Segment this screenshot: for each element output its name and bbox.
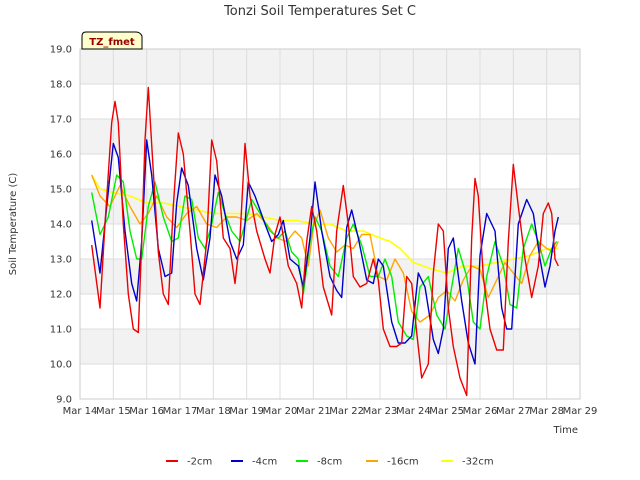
y-tick-label: 15.0 [50, 185, 72, 196]
y-tick-label: 14.0 [50, 220, 72, 231]
y-tick-labels: 9.0 10.0 11.0 12.0 13.0 14.0 15.0 16.0 17.0 18.0 1… [50, 45, 72, 406]
x-tick-label: Mar 28 [529, 406, 564, 417]
x-tick-label: Mar 29 [563, 406, 598, 417]
y-tick-label: 17.0 [50, 115, 72, 126]
plot-bands [80, 49, 580, 364]
x-tick-label: Mar 27 [496, 406, 531, 417]
site-badge: TZ_fmet [81, 31, 143, 50]
x-tick-label: Mar 25 [429, 406, 464, 417]
series-line-neg32cm [91, 174, 559, 274]
x-axis-title: Time [553, 425, 578, 436]
legend: -2cm -4cm -8cm -16cm -32cm [166, 457, 494, 468]
series-line-neg16cm [91, 174, 559, 323]
x-tick-label: Mar 17 [163, 406, 198, 417]
x-tick-label: Mar 14 [63, 406, 98, 417]
y-tick-label: 11.0 [50, 325, 72, 336]
chart-title: Tonzi Soil Temperatures Set C [223, 4, 416, 19]
site-badge-label: TZ_fmet [89, 37, 135, 48]
plot-frame [79, 48, 581, 400]
y-tick-label: 12.0 [50, 290, 72, 301]
y-tick-label: 18.0 [50, 80, 72, 91]
site-badge-box [81, 31, 143, 50]
y-tick-label: 10.0 [50, 360, 72, 371]
legend-label: -32cm [462, 457, 494, 468]
plot-band [80, 329, 580, 364]
x-tick-label: Mar 21 [296, 406, 331, 417]
x-tick-label: Mar 22 [329, 406, 364, 417]
plot-band [80, 49, 580, 84]
x-tick-label: Mar 15 [96, 406, 131, 417]
y-tick-label: 13.0 [50, 255, 72, 266]
x-tick-label: Mar 23 [363, 406, 398, 417]
legend-label: -4cm [252, 457, 277, 468]
y-tick-label: 19.0 [50, 45, 72, 56]
series-line-neg8cm [91, 174, 558, 341]
x-tick-label: Mar 16 [129, 406, 164, 417]
y-axis-title: Soil Temperature (C) [8, 173, 19, 276]
x-tick-label: Mar 20 [263, 406, 298, 417]
series-line-neg2cm [91, 86, 559, 397]
legend-label: -8cm [317, 457, 342, 468]
legend-label: -16cm [387, 457, 419, 468]
x-tick-label: Mar 24 [396, 406, 431, 417]
plot-band [80, 119, 580, 154]
y-tick-label: 9.0 [56, 395, 72, 406]
y-tick-label: 16.0 [50, 150, 72, 161]
series-line-neg4cm [91, 139, 559, 365]
x-tick-label: Mar 19 [229, 406, 264, 417]
x-tick-label: Mar 26 [463, 406, 498, 417]
series-layer [91, 86, 559, 397]
x-tick-label: Mar 18 [196, 406, 231, 417]
legend-label: -2cm [187, 457, 212, 468]
